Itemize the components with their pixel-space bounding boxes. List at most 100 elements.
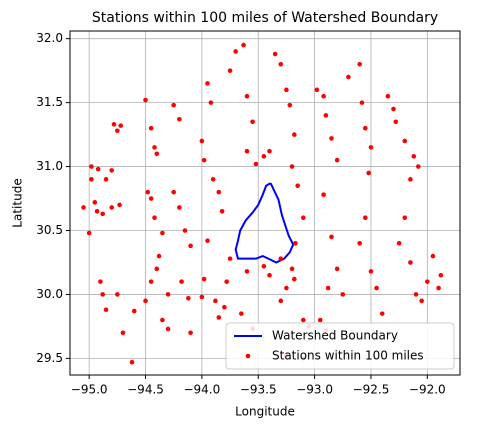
station-point bbox=[430, 253, 436, 259]
station-point bbox=[129, 359, 135, 365]
station-point bbox=[292, 276, 297, 282]
station-point bbox=[148, 125, 154, 131]
station-point bbox=[267, 148, 272, 154]
station-point bbox=[253, 161, 259, 167]
station-point bbox=[156, 253, 162, 259]
station-point bbox=[411, 154, 417, 159]
station-point bbox=[188, 243, 193, 249]
station-point bbox=[408, 177, 413, 182]
station-point bbox=[278, 61, 284, 67]
y-tick-label: 29.5 bbox=[36, 351, 63, 365]
station-point bbox=[340, 292, 346, 297]
station-point bbox=[357, 240, 362, 246]
legend-box bbox=[225, 322, 455, 370]
station-point bbox=[329, 234, 334, 240]
station-point bbox=[272, 51, 278, 57]
station-point bbox=[165, 326, 171, 332]
station-point bbox=[177, 205, 182, 210]
watershed-line bbox=[234, 182, 295, 264]
station-point bbox=[391, 106, 396, 112]
station-point bbox=[314, 87, 320, 93]
station-point bbox=[179, 279, 184, 284]
station-point bbox=[227, 256, 233, 261]
station-point bbox=[131, 308, 137, 314]
station-point bbox=[385, 93, 391, 99]
station-point bbox=[239, 311, 244, 316]
station-point bbox=[222, 304, 227, 310]
x-tick-label: −94.0 bbox=[183, 383, 220, 397]
station-point bbox=[109, 168, 115, 173]
station-point bbox=[244, 148, 250, 154]
station-point bbox=[111, 122, 117, 127]
station-point bbox=[205, 81, 210, 86]
station-point bbox=[81, 205, 86, 210]
x-tick-label: −94.5 bbox=[127, 383, 164, 397]
station-point bbox=[289, 164, 295, 169]
station-point bbox=[201, 276, 207, 282]
station-point bbox=[219, 209, 225, 214]
station-point bbox=[402, 138, 408, 144]
station-point bbox=[241, 42, 246, 48]
station-point bbox=[278, 298, 284, 304]
station-point bbox=[171, 189, 176, 195]
station-point bbox=[301, 317, 306, 323]
station-point bbox=[366, 170, 371, 176]
station-point bbox=[115, 292, 120, 297]
x-tick-label: −92.0 bbox=[409, 383, 446, 397]
station-point bbox=[379, 311, 385, 316]
station-point bbox=[244, 93, 250, 99]
station-point bbox=[205, 238, 210, 244]
x-tick-label: −93.0 bbox=[296, 383, 333, 397]
station-point bbox=[317, 317, 323, 323]
station-point bbox=[357, 61, 362, 67]
station-point bbox=[346, 74, 351, 80]
station-point bbox=[334, 266, 340, 272]
station-point bbox=[267, 272, 272, 278]
station-point bbox=[323, 113, 329, 118]
y-tick-label: 32.0 bbox=[36, 31, 63, 45]
station-point bbox=[363, 215, 368, 221]
station-point bbox=[393, 119, 399, 125]
station-point bbox=[152, 145, 157, 150]
station-point bbox=[89, 164, 94, 169]
station-point bbox=[402, 215, 408, 221]
station-point bbox=[103, 307, 109, 313]
station-point bbox=[293, 240, 298, 246]
station-point bbox=[100, 292, 105, 297]
station-point bbox=[244, 269, 250, 274]
station-point bbox=[368, 269, 374, 274]
station-point bbox=[419, 298, 424, 304]
station-point bbox=[334, 157, 340, 163]
station-point bbox=[396, 240, 402, 246]
station-point bbox=[208, 100, 214, 105]
station-point bbox=[154, 151, 160, 157]
station-point bbox=[103, 177, 109, 182]
station-point bbox=[182, 228, 188, 233]
station-point bbox=[148, 196, 154, 201]
legend-dot bbox=[245, 353, 251, 359]
plot-frame bbox=[69, 30, 461, 376]
chart-title: Stations within 100 miles of Watershed B… bbox=[92, 10, 438, 26]
legend-label: Stations within 100 miles bbox=[272, 349, 424, 363]
station-point bbox=[368, 145, 374, 150]
station-point bbox=[210, 177, 216, 182]
station-point bbox=[177, 116, 182, 122]
y-tick-label: 31.0 bbox=[36, 159, 63, 173]
x-axis-label: Longitude bbox=[235, 405, 295, 419]
station-point bbox=[109, 205, 115, 210]
x-tick-label: −95.0 bbox=[71, 383, 108, 397]
station-point bbox=[94, 209, 100, 214]
station-point bbox=[188, 330, 193, 336]
station-point bbox=[425, 279, 430, 284]
station-point bbox=[86, 230, 92, 236]
x-tick-label: −92.5 bbox=[353, 383, 390, 397]
station-point bbox=[118, 123, 124, 128]
station-point bbox=[199, 294, 205, 300]
station-point bbox=[95, 166, 101, 172]
station-point bbox=[117, 202, 122, 208]
station-point bbox=[233, 49, 238, 54]
station-point bbox=[213, 298, 218, 304]
station-point bbox=[224, 279, 229, 284]
station-point bbox=[227, 68, 233, 73]
